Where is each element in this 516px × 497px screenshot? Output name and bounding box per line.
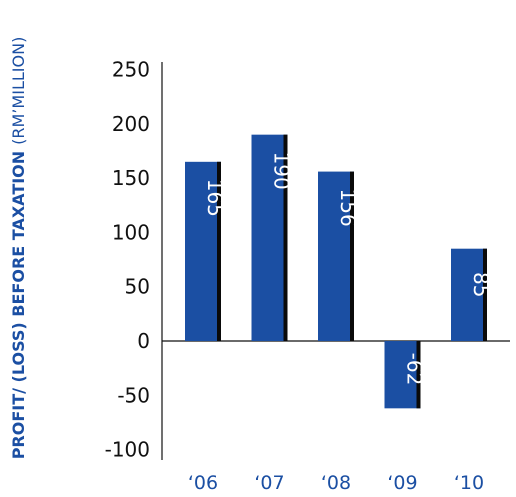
y-tick-label: -100 bbox=[105, 438, 150, 462]
y-axis-title-main: PROFIT/ (LOSS) BEFORE TAXATION bbox=[9, 151, 28, 459]
bar-shadow bbox=[483, 248, 487, 341]
bar-shadow bbox=[217, 161, 221, 341]
y-axis-title: PROFIT/ (LOSS) BEFORE TAXATION (RM’MILLIO… bbox=[9, 37, 28, 460]
x-tick-labels: ‘06 ‘07 ‘08 ‘09 ‘10 bbox=[188, 472, 484, 494]
bar-value-label: 156 bbox=[336, 188, 360, 226]
y-tick-label: 0 bbox=[137, 329, 150, 353]
x-tick-label: ‘09 bbox=[387, 472, 417, 494]
x-tick-label: ‘06 bbox=[188, 472, 218, 494]
x-tick-label: ‘08 bbox=[321, 472, 351, 494]
bar bbox=[451, 248, 487, 341]
y-tick-label: 50 bbox=[125, 275, 150, 299]
x-tick-label: ‘07 bbox=[254, 472, 284, 494]
bar bbox=[251, 134, 288, 341]
bar bbox=[318, 171, 354, 341]
y-axis-title-unit: (RM’MILLION) bbox=[9, 37, 28, 145]
bar-value-label: 190 bbox=[270, 152, 294, 190]
bar-value-label: 165 bbox=[203, 179, 227, 217]
y-tick-label: 250 bbox=[112, 58, 150, 82]
y-tick-label: -50 bbox=[117, 383, 150, 407]
y-tick-label: 100 bbox=[112, 220, 150, 244]
x-tick-label: ‘10 bbox=[454, 472, 484, 494]
bar-shadow bbox=[350, 171, 354, 341]
bar-shadow bbox=[416, 341, 421, 409]
bar-shadow bbox=[283, 134, 288, 341]
bar-value-label: 85 bbox=[469, 272, 493, 297]
y-tick-labels: 250 200 150 100 50 0 -50 -100 bbox=[105, 58, 150, 462]
bars: 165 190 156 -62 85 bbox=[185, 134, 493, 409]
bar bbox=[384, 341, 421, 409]
y-tick-label: 200 bbox=[112, 112, 150, 136]
bar bbox=[185, 161, 221, 341]
y-tick-label: 150 bbox=[112, 166, 150, 190]
bar-value-label: -62 bbox=[403, 353, 427, 386]
